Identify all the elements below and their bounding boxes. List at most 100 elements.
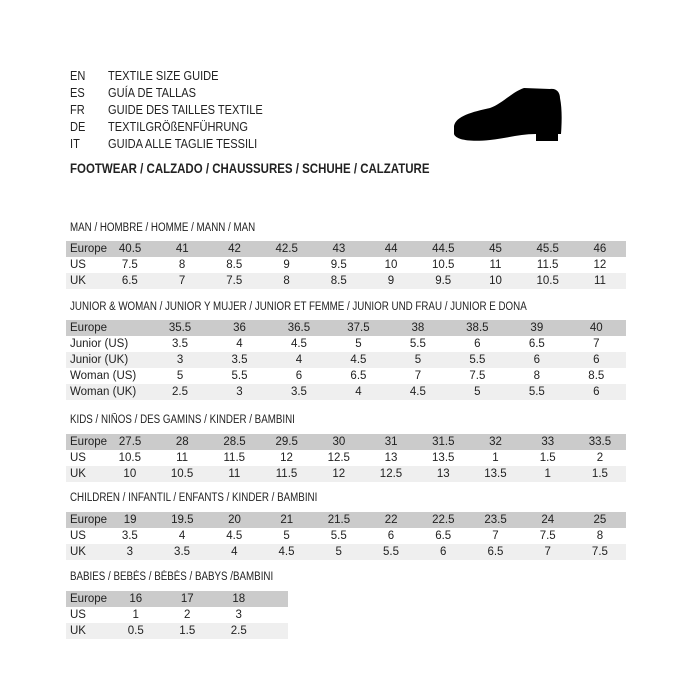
size-cell: 11 bbox=[228, 468, 241, 480]
size-cell: 16 bbox=[129, 593, 143, 605]
size-cell: 9.5 bbox=[435, 275, 452, 287]
size-cell: 35.5 bbox=[168, 322, 192, 334]
table-row: Woman (US) 5 5.5 6 6.5 7 7.5 8 8.5 bbox=[66, 368, 626, 384]
size-cell: 4.5 bbox=[350, 354, 367, 366]
table-row: UK 3 3.5 4 4.5 5 5.5 6 6.5 7 7.5 bbox=[66, 544, 626, 560]
size-cell: 33 bbox=[541, 436, 555, 448]
size-cell: 10.5 bbox=[536, 275, 559, 287]
size-cell: 8 bbox=[178, 259, 186, 271]
size-cell: 6 bbox=[593, 354, 600, 366]
footwear-title: FOOTWEAR / CALZADO / CHAUSSURES / SCHUHE… bbox=[70, 160, 430, 176]
size-cell: 13.5 bbox=[432, 452, 455, 464]
size-cell: 24 bbox=[541, 514, 555, 526]
size-cell: 11.5 bbox=[223, 452, 246, 464]
size-cell: 10 bbox=[384, 259, 398, 271]
table-row: UK 6.5 7 7.5 8 8.5 9 9.5 10 10.5 11 bbox=[66, 273, 626, 289]
size-cell: 5 bbox=[283, 530, 290, 542]
size-cell: 37.5 bbox=[347, 322, 370, 334]
table-row: Woman (UK) 2.5 3 3.5 4 4.5 5 5.5 6 bbox=[66, 384, 626, 400]
size-cell: 11 bbox=[593, 275, 606, 287]
size-cell: 4.5 bbox=[226, 530, 243, 542]
size-cell: 23.5 bbox=[484, 514, 507, 526]
size-cell: 4 bbox=[355, 386, 362, 398]
size-cell: 7 bbox=[593, 338, 600, 350]
size-cell: 5.5 bbox=[330, 530, 347, 542]
size-cell: 4 bbox=[178, 530, 186, 542]
size-cell: 5.5 bbox=[528, 386, 545, 398]
size-cell: 5 bbox=[335, 546, 342, 558]
size-table: Europe 35.5 36 36.5 37.5 38 38.5 39 40 Junior (US… bbox=[66, 320, 626, 400]
size-cell: 12.5 bbox=[379, 468, 403, 480]
size-cell: 7 bbox=[544, 546, 551, 558]
size-cell: 41 bbox=[175, 243, 189, 255]
shoe-silhouette-icon bbox=[454, 88, 562, 141]
size-cell: 31.5 bbox=[432, 436, 455, 448]
size-cell: 22.5 bbox=[432, 514, 455, 526]
section-title: JUNIOR & WOMAN / JUNIOR Y MUJER / JUNIOR… bbox=[70, 301, 527, 313]
size-cell: 38.5 bbox=[466, 322, 489, 334]
row-label: Woman (US) bbox=[70, 370, 137, 382]
size-cell: 44.5 bbox=[432, 243, 455, 255]
row-label: Woman (UK) bbox=[70, 386, 137, 398]
size-cell: 40 bbox=[589, 322, 603, 334]
row-label: US bbox=[70, 530, 86, 542]
size-cell: 8.5 bbox=[330, 275, 347, 287]
size-cell: 10.5 bbox=[432, 259, 455, 271]
size-cell: 3.5 bbox=[174, 546, 191, 558]
table-row: UK 0.5 1.5 2.5 bbox=[66, 623, 288, 639]
size-cell: 7 bbox=[178, 275, 186, 287]
size-cell: 12.5 bbox=[327, 452, 350, 464]
size-cell: 4 bbox=[295, 354, 303, 366]
size-cell: 46 bbox=[593, 243, 607, 255]
header-row: Europe 16 17 18 bbox=[66, 591, 288, 607]
size-cell: 6.5 bbox=[350, 370, 367, 382]
table-row: US 3.5 4 4.5 5 5.5 6 6.5 7 7.5 8 bbox=[66, 528, 626, 544]
guide-line-es: ES GUÍA DE TALLAS bbox=[70, 84, 290, 101]
size-cell: 6 bbox=[533, 354, 541, 366]
size-cell: 11 bbox=[489, 259, 502, 271]
size-table: Europe 40.5 41 42 42.5 43 44 44.5 45 45.5 46 US 7.5 8… bbox=[66, 241, 626, 289]
size-cell: 27.5 bbox=[118, 436, 142, 448]
section-title: MAN / HOMBRE / HOMME / MANN / MAN bbox=[70, 222, 256, 234]
row-label: Europe bbox=[70, 593, 108, 605]
size-table: Europe 27.5 28 28.5 29.5 30 31 31.5 32 33 33.5 US 10… bbox=[66, 434, 626, 482]
lang-code: EN bbox=[70, 68, 86, 83]
size-cell: 6 bbox=[474, 338, 481, 350]
size-cell: 5.5 bbox=[469, 354, 486, 366]
size-cell: 36 bbox=[233, 322, 246, 334]
size-cell: 5 bbox=[474, 386, 481, 398]
lang-code: ES bbox=[70, 85, 85, 100]
size-cell: 28.5 bbox=[223, 436, 246, 448]
size-cell: 18 bbox=[232, 593, 246, 605]
size-cell: 7.5 bbox=[121, 259, 138, 271]
header-row: Europe 27.5 28 28.5 29.5 30 31 31.5 32 33 33.5 bbox=[66, 434, 626, 450]
row-label: UK bbox=[70, 468, 86, 480]
size-cell: 6.5 bbox=[121, 275, 138, 287]
size-cell: 3 bbox=[236, 386, 243, 398]
row-label: Europe bbox=[70, 322, 108, 334]
guide-line-fr: FR GUIDE DES TAILLES TEXTILE bbox=[70, 101, 290, 118]
size-cell: 1.5 bbox=[591, 468, 608, 480]
header-row: Europe 35.5 36 36.5 37.5 38 38.5 39 40 bbox=[66, 320, 626, 336]
size-cell: 40.5 bbox=[118, 243, 142, 255]
size-cell: 32 bbox=[489, 436, 502, 448]
row-label: US bbox=[70, 452, 86, 464]
size-cell: 8 bbox=[283, 275, 290, 287]
lang-code: DE bbox=[70, 119, 86, 134]
table-row: Junior (UK) 3 3.5 4 4.5 5 5.5 6 6 bbox=[66, 352, 626, 368]
size-cell: 33.5 bbox=[588, 436, 612, 448]
size-cell: 11 bbox=[176, 452, 189, 464]
guide-title: TEXTILE SIZE GUIDE bbox=[108, 68, 219, 83]
size-cell: 36.5 bbox=[287, 322, 311, 334]
size-cell: 39 bbox=[530, 322, 544, 334]
table-row: US 7.5 8 8.5 9 9.5 10 10.5 11 11.5 12 bbox=[66, 257, 626, 273]
size-cell: 45 bbox=[489, 243, 502, 255]
size-cell: 13.5 bbox=[484, 468, 507, 480]
size-cell: 17 bbox=[180, 593, 194, 605]
size-cell: 2 bbox=[184, 609, 191, 621]
size-cell: 4 bbox=[236, 338, 243, 350]
size-cell: 45.5 bbox=[536, 243, 559, 255]
size-cell: 19.5 bbox=[171, 514, 194, 526]
size-cell: 20 bbox=[228, 514, 241, 526]
size-cell: 9.5 bbox=[330, 259, 347, 271]
